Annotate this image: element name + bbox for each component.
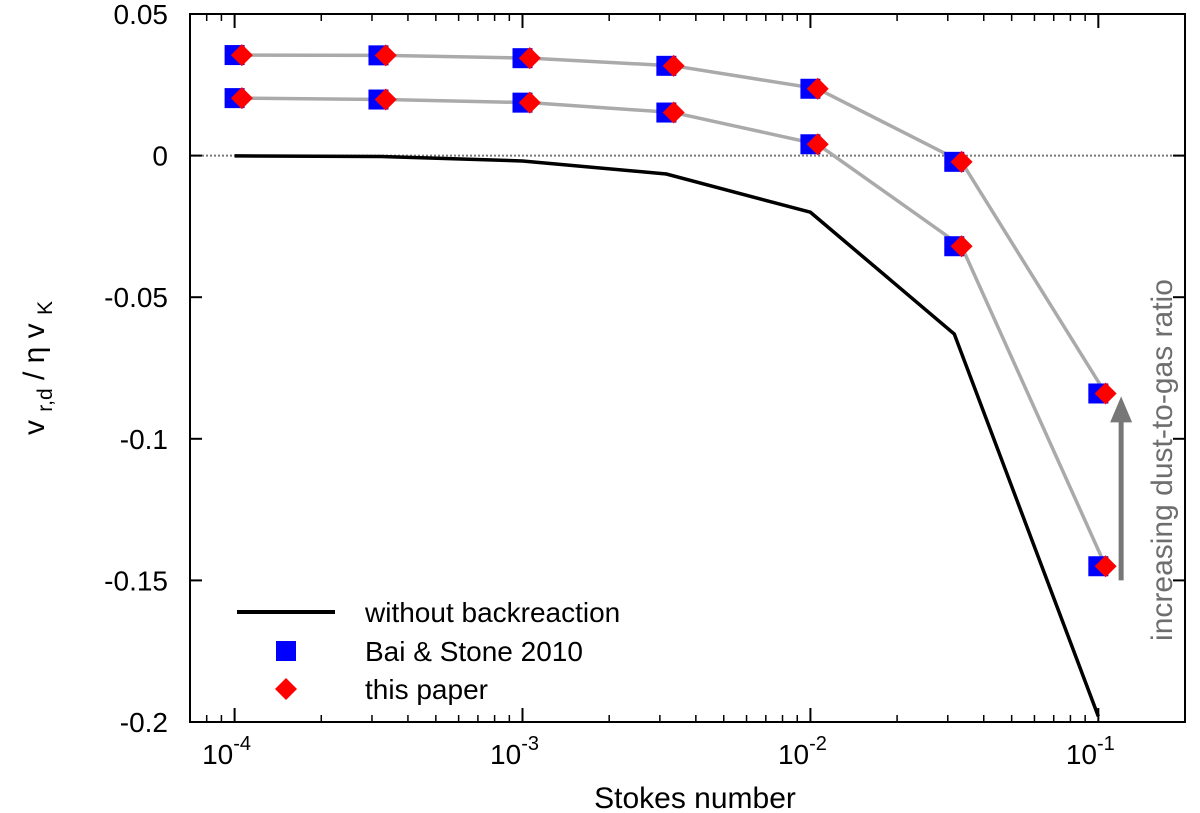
diamond-marker-this-paper [1094, 382, 1117, 405]
series-markers-layer [224, 44, 1117, 578]
y-axis-title-sub1: r,d [34, 388, 57, 411]
annotation-arrowhead [1110, 396, 1133, 423]
y-tick-label: 0 [152, 141, 168, 172]
diamond-marker-this-paper [1094, 555, 1117, 578]
diamond-marker-this-paper [662, 101, 685, 124]
y-axis-title: v r,d / η v K [18, 301, 59, 435]
x-tick-label: 10-2 [778, 733, 827, 770]
diamond-marker-this-paper [230, 44, 253, 67]
y-axis-title-v2: v [18, 323, 51, 338]
y-axis-title-eta: η [18, 347, 51, 364]
y-tick-label: -0.2 [120, 707, 168, 738]
diamond-marker-this-paper [230, 87, 253, 110]
x-axis-title: Stokes number [594, 782, 796, 813]
diamond-marker-this-paper [374, 88, 397, 111]
x-tick-label: 10-1 [1066, 733, 1115, 770]
plot-frame [189, 13, 1186, 723]
y-tick-label: -0.1 [120, 424, 168, 455]
y-axis-title-sep: / [18, 363, 51, 380]
series-line-without-backreaction [234, 154, 1100, 717]
y-tick-label: -0.05 [104, 282, 168, 313]
ticks-layer: 0.05 0 -0.05 -0.1 -0.15 -0.2 10-4 10-3 10-2 10-1 [104, 0, 1186, 770]
diamond-marker-this-paper [806, 77, 829, 100]
legend-label: without backreaction [364, 597, 620, 628]
diamond-marker-this-paper [806, 133, 829, 156]
x-tick-label: 10-3 [490, 733, 539, 770]
y-axis-title-v: v [18, 420, 51, 435]
y-tick-label: -0.15 [104, 565, 168, 596]
y-axis-title-sub2: K [34, 301, 57, 315]
guide-line [241, 96, 1108, 567]
diamond-marker-this-paper [662, 54, 685, 77]
legend: without backreaction Bai & Stone 2010 this… [237, 597, 620, 705]
legend-label: this paper [365, 674, 488, 705]
diamond-marker-this-paper [518, 47, 541, 70]
annotation-text: increasing dust-to-gas ratio [1146, 279, 1179, 641]
diamond-marker-this-paper [374, 44, 397, 67]
annotation-layer: increasing dust-to-gas ratio [1110, 279, 1179, 641]
legend-swatch-diamond [275, 678, 297, 700]
axes-layer [189, 13, 1186, 723]
diamond-marker-this-paper [950, 235, 973, 258]
y-tick-label: 0.05 [114, 0, 169, 30]
diamond-marker-this-paper [518, 91, 541, 114]
legend-swatch-square [276, 641, 296, 661]
diamond-marker-this-paper [950, 150, 973, 173]
legend-label: Bai & Stone 2010 [365, 636, 583, 667]
x-tick-label: 10-4 [202, 733, 251, 770]
